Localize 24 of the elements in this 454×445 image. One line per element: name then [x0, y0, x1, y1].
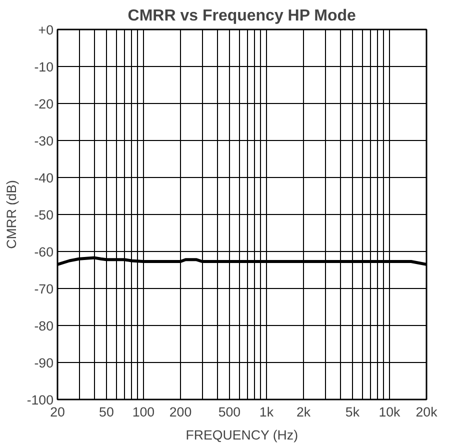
chart-title: CMRR vs Frequency HP Mode: [128, 8, 356, 24]
y-tick-label: -90: [34, 356, 54, 370]
x-tick-label: 5k: [345, 404, 360, 420]
x-tick-label: 200: [169, 404, 192, 420]
y-tick-label: -20: [34, 96, 54, 112]
x-axis-title: FREQUENCY (Hz): [186, 428, 298, 442]
x-tick-label: 1k: [259, 404, 274, 420]
x-tick-label: 100: [132, 404, 155, 420]
y-axis-title: CMRR (dB): [4, 180, 19, 249]
x-tick-label: 50: [99, 404, 114, 420]
y-tick-label: -50: [34, 208, 54, 222]
y-tick-label: -100: [26, 392, 54, 408]
x-tick-label: 20: [50, 404, 65, 420]
x-tick-label: 500: [218, 404, 241, 420]
x-tick-label: 10k: [378, 404, 401, 420]
y-tick-label: -70: [34, 282, 54, 296]
y-tick-label: -40: [34, 170, 54, 186]
y-tick-label: -10: [34, 60, 54, 74]
y-tick-label: -60: [34, 244, 54, 260]
y-tick-label: +0: [38, 22, 54, 38]
x-tick-label: 2k: [296, 404, 311, 420]
x-tick-label: 20k: [416, 404, 438, 420]
y-tick-label: -30: [34, 134, 54, 148]
y-tick-label: -80: [34, 318, 54, 334]
